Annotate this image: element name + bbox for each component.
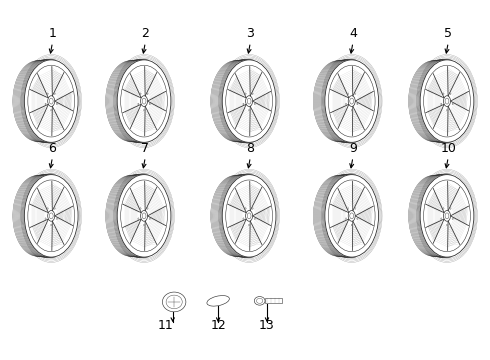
Ellipse shape [50,224,52,226]
Ellipse shape [138,218,139,220]
Ellipse shape [243,218,244,220]
Text: 12: 12 [210,319,226,332]
Ellipse shape [144,109,145,111]
Ellipse shape [420,175,474,257]
Text: 2: 2 [142,27,149,40]
Ellipse shape [24,60,78,142]
Ellipse shape [45,218,46,220]
Ellipse shape [138,103,139,105]
Ellipse shape [162,292,186,312]
Ellipse shape [252,93,253,95]
Text: 6: 6 [49,142,56,155]
Ellipse shape [254,103,255,105]
Ellipse shape [452,218,453,220]
Ellipse shape [207,296,229,306]
Text: 7: 7 [141,142,149,155]
Ellipse shape [357,103,358,105]
Ellipse shape [45,103,46,105]
Ellipse shape [140,93,141,95]
Ellipse shape [248,109,249,111]
Ellipse shape [117,175,171,257]
Ellipse shape [149,103,150,105]
Ellipse shape [325,60,379,142]
Ellipse shape [443,96,450,107]
Ellipse shape [144,224,145,226]
Ellipse shape [47,93,48,95]
Ellipse shape [355,93,356,95]
Ellipse shape [348,93,349,95]
Ellipse shape [56,218,57,220]
Ellipse shape [147,93,148,95]
Ellipse shape [24,175,78,257]
Ellipse shape [54,93,55,95]
Text: 1: 1 [49,27,56,40]
Ellipse shape [245,208,246,209]
Ellipse shape [149,218,150,220]
Ellipse shape [50,109,52,111]
Ellipse shape [141,96,147,107]
FancyBboxPatch shape [265,298,282,303]
Ellipse shape [245,211,253,221]
Ellipse shape [222,60,276,142]
Ellipse shape [117,60,171,142]
Text: 10: 10 [441,142,456,155]
Text: 13: 13 [259,319,275,332]
Ellipse shape [450,208,451,209]
Ellipse shape [357,218,358,220]
Text: 11: 11 [157,319,173,332]
Ellipse shape [441,103,442,105]
Ellipse shape [443,208,444,209]
Ellipse shape [147,208,148,209]
Ellipse shape [48,211,55,221]
Ellipse shape [345,218,346,220]
Ellipse shape [443,93,444,95]
Ellipse shape [351,224,352,226]
Text: 9: 9 [349,142,357,155]
Ellipse shape [254,297,265,305]
Ellipse shape [450,93,451,95]
Ellipse shape [348,96,355,107]
Ellipse shape [351,109,352,111]
Text: 5: 5 [444,27,452,40]
Ellipse shape [140,208,141,209]
Ellipse shape [252,208,253,209]
Ellipse shape [348,211,355,221]
Ellipse shape [243,103,244,105]
Ellipse shape [47,208,48,209]
Text: 4: 4 [349,27,357,40]
Text: 8: 8 [246,142,254,155]
Ellipse shape [54,208,55,209]
Ellipse shape [48,96,55,107]
Ellipse shape [248,224,249,226]
Ellipse shape [345,103,346,105]
Ellipse shape [245,93,246,95]
Ellipse shape [420,60,474,142]
Ellipse shape [254,218,255,220]
Ellipse shape [348,208,349,209]
Ellipse shape [452,103,453,105]
Text: 3: 3 [246,27,254,40]
Ellipse shape [325,175,379,257]
Ellipse shape [441,218,442,220]
Ellipse shape [56,103,57,105]
Ellipse shape [222,175,276,257]
Ellipse shape [443,211,450,221]
Ellipse shape [245,96,253,107]
Ellipse shape [446,224,447,226]
Ellipse shape [355,208,356,209]
Ellipse shape [446,109,447,111]
Ellipse shape [141,211,147,221]
